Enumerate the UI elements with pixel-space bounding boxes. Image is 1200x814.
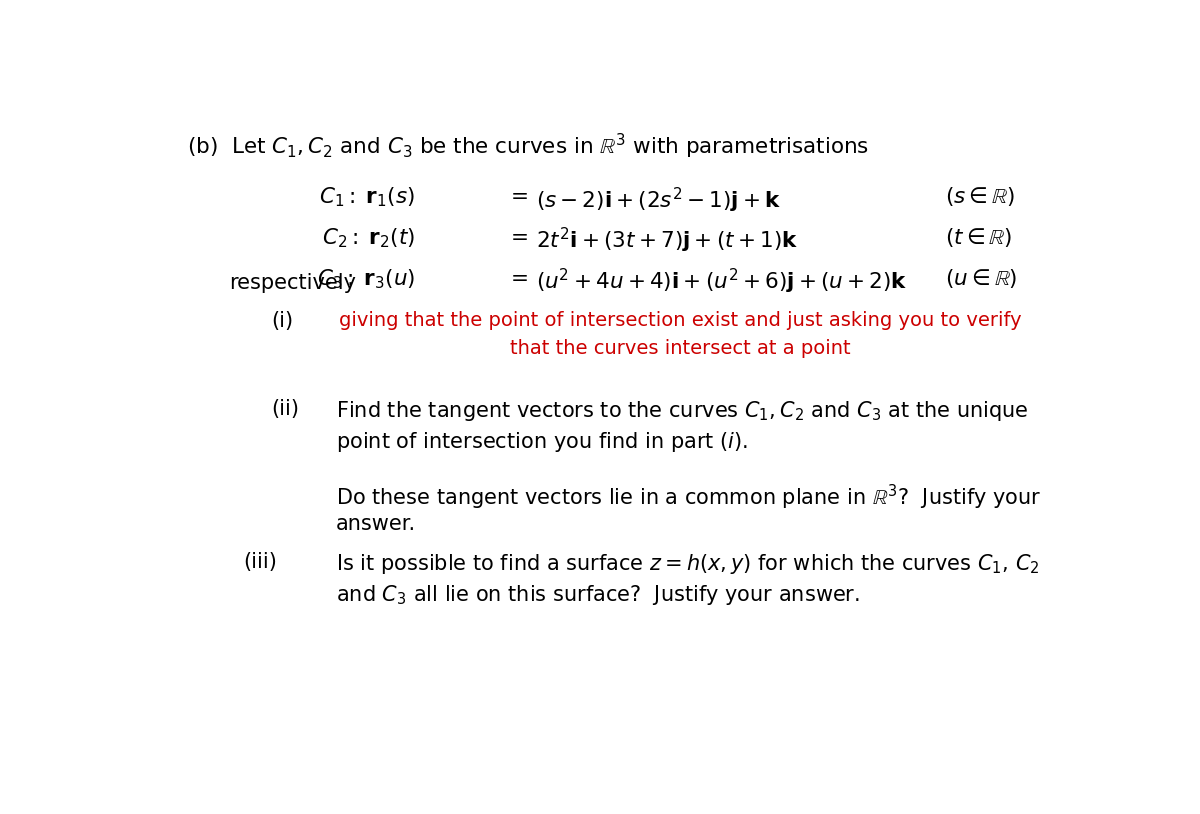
Text: $=$: $=$ — [506, 226, 528, 246]
Text: $C_1:\; \mathbf{r}_1(s)$: $C_1:\; \mathbf{r}_1(s)$ — [319, 186, 415, 209]
Text: that the curves intersect at a point: that the curves intersect at a point — [510, 339, 851, 358]
Text: $(u^2 + 4u + 4)\mathbf{i} + (u^2 + 6)\mathbf{j} + (u + 2)\mathbf{k}$: $(u^2 + 4u + 4)\mathbf{i} + (u^2 + 6)\ma… — [536, 267, 907, 296]
Text: giving that the point of intersection exist and just asking you to verify: giving that the point of intersection ex… — [338, 311, 1021, 330]
Text: $(s - 2)\mathbf{i} + (2s^2 - 1)\mathbf{j} + \mathbf{k}$: $(s - 2)\mathbf{i} + (2s^2 - 1)\mathbf{j… — [536, 186, 781, 215]
Text: Find the tangent vectors to the curves $C_1, C_2$ and $C_3$ at the unique: Find the tangent vectors to the curves $… — [336, 399, 1028, 422]
Text: (b)  Let $C_1, C_2$ and $C_3$ be the curves in $\mathbb{R}^3$ with parametrisati: (b) Let $C_1, C_2$ and $C_3$ be the curv… — [187, 132, 869, 161]
Text: and $C_3$ all lie on this surface?  Justify your answer.: and $C_3$ all lie on this surface? Justi… — [336, 584, 860, 607]
Text: $(u \in \mathbb{R})$: $(u \in \mathbb{R})$ — [946, 267, 1018, 290]
Text: (i): (i) — [271, 311, 293, 330]
Text: $C_3:\; \mathbf{r}_3(u)$: $C_3:\; \mathbf{r}_3(u)$ — [317, 267, 415, 291]
Text: Do these tangent vectors lie in a common plane in $\mathbb{R}^3$?  Justify your: Do these tangent vectors lie in a common… — [336, 484, 1042, 512]
Text: $C_2:\; \mathbf{r}_2(t)$: $C_2:\; \mathbf{r}_2(t)$ — [322, 226, 415, 250]
Text: (ii): (ii) — [271, 399, 299, 418]
Text: (iii): (iii) — [242, 552, 277, 572]
Text: $=$: $=$ — [506, 267, 528, 287]
Text: $(t \in \mathbb{R})$: $(t \in \mathbb{R})$ — [946, 226, 1013, 249]
Text: $2t^2\mathbf{i} + (3t + 7)\mathbf{j} + (t + 1)\mathbf{k}$: $2t^2\mathbf{i} + (3t + 7)\mathbf{j} + (… — [536, 226, 798, 256]
Text: Is it possible to find a surface $z = h(x, y)$ for which the curves $C_1$, $C_2$: Is it possible to find a surface $z = h(… — [336, 552, 1039, 576]
Text: respectively: respectively — [229, 274, 356, 293]
Text: $=$: $=$ — [506, 186, 528, 205]
Text: answer.: answer. — [336, 514, 416, 535]
Text: $(s \in \mathbb{R})$: $(s \in \mathbb{R})$ — [946, 186, 1015, 208]
Text: point of intersection you find in part $(i)$.: point of intersection you find in part $… — [336, 430, 748, 454]
